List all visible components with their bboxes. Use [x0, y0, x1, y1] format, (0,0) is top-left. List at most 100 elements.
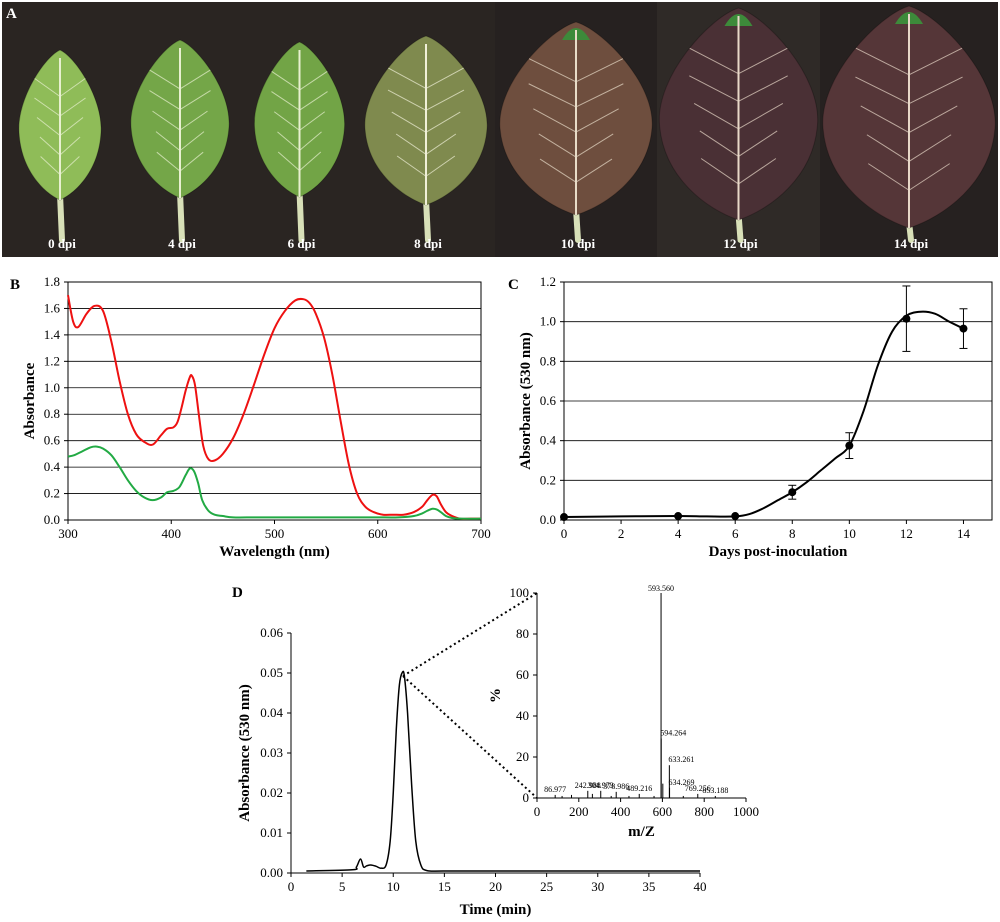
leaf-vein	[387, 89, 427, 111]
zoom-connector-bottom	[402, 675, 538, 799]
y-axis-title: Absorbance (530 nm)	[237, 684, 253, 822]
x-axis-title: m/Z	[628, 824, 655, 840]
leaf-vein	[179, 110, 208, 131]
leaf-vein	[34, 97, 61, 117]
leaf-vein	[575, 108, 619, 133]
leaf-vein	[689, 47, 739, 75]
leaf-vein	[156, 151, 181, 172]
leaf-vein	[533, 108, 577, 133]
leaf-vein	[425, 67, 464, 89]
leaf-vein	[538, 133, 577, 158]
leaf-vein	[868, 163, 910, 191]
y-tick-label: 0.4	[540, 433, 557, 448]
y-tick-label: 0.05	[260, 665, 283, 680]
leaf-vein	[908, 47, 963, 76]
panel-c-time-course: C 0.0 0.2 0.4 0.6 0.8 1.0 1.2 0 2 4 6 8 10 12 14 Days p…	[508, 274, 993, 560]
x-tick-label: 10	[843, 526, 856, 541]
zoom-connector-top	[402, 592, 538, 677]
y-tick-label: 0.03	[260, 745, 283, 760]
leaf-vein	[179, 69, 211, 90]
leaf-vein	[299, 151, 322, 172]
y-tick-label: 0.0	[540, 512, 556, 527]
y-axis-title: Absorbance	[22, 362, 38, 439]
x-tick-label: 0	[561, 526, 568, 541]
x-tick-label: 2	[618, 526, 625, 541]
x-tick-label: 200	[569, 804, 589, 819]
leaf-vein	[299, 131, 322, 151]
ms-peak-label: 769.256	[685, 784, 711, 793]
x-tick-label: 40	[694, 879, 707, 894]
ms-peak-label: 378.986	[603, 782, 629, 791]
leaf-vein	[908, 105, 958, 133]
leaf-petiole	[177, 189, 185, 243]
leaf-vein	[425, 133, 457, 155]
leaf-vein	[277, 151, 300, 172]
leaf-vein	[271, 91, 300, 111]
leaf-vein	[391, 111, 427, 133]
x-axis-title: Wavelength (nm)	[219, 544, 329, 560]
y-tick-label: 1.0	[540, 314, 556, 329]
panel-c-letter: C	[508, 277, 519, 293]
plot-frame	[563, 281, 993, 521]
y-tick-label: 1.4	[44, 327, 61, 342]
leaf-label: 6 dpi	[288, 236, 316, 251]
leaf-vein	[738, 102, 784, 130]
chromatogram-chart: 0.00 0.01 0.02 0.03 0.04 0.05 0.06 0 5 10 15 20 25 30…	[237, 625, 707, 918]
y-tick-label: 0.02	[260, 785, 283, 800]
leaf-vein	[149, 69, 181, 90]
panel-b-absorbance-spectra: B 0.0 0.2 0.4 0.6 0.8 1.0 1.2 1.4 1.6 1.8 300 400 50…	[10, 274, 491, 560]
leaf-vein	[860, 105, 910, 133]
x-tick-label: 25	[540, 879, 553, 894]
data-point	[902, 314, 911, 323]
leaf-vein	[539, 158, 577, 183]
leaf-vein	[388, 67, 427, 89]
ms-peak-label: 633.261	[668, 755, 694, 764]
x-tick-label: 35	[642, 879, 655, 894]
panel-d-hplc-ms: D 0.00 0.01 0.02 0.03 0.04 0.05 0.06 0 5 10 15 20 25…	[232, 584, 759, 918]
leaf-vein	[528, 83, 577, 108]
y-tick-label: 40	[516, 708, 529, 723]
leaf-vein	[40, 156, 61, 175]
panel-a-leaf-photos: 0 dpi 4 dpi 6 dpi 8 dpi 10 dpi 12 dpi 14 dpi A	[2, 2, 998, 257]
x-tick-label: 0	[534, 804, 541, 819]
leaf-vein	[700, 158, 739, 185]
leaf-vein	[425, 111, 461, 133]
leaf-label: 12 dpi	[723, 236, 758, 251]
x-tick-label: 4	[675, 526, 682, 541]
x-tick-label: 14	[957, 526, 971, 541]
series-line-0	[67, 295, 481, 520]
y-tick-label: 20	[516, 749, 529, 764]
x-tick-label: 0	[288, 879, 295, 894]
y-tick-label: 1.6	[44, 300, 61, 315]
leaf-vein	[273, 111, 300, 131]
panel-b-letter: B	[10, 277, 20, 293]
leaf-vein	[155, 131, 181, 151]
ms-peak-label: 489.216	[626, 784, 652, 793]
time-course-chart: 0.0 0.2 0.4 0.6 0.8 1.0 1.2 0 2 4 6 8 10 12 14 Days pos…	[518, 274, 993, 560]
leaf-vein	[36, 117, 61, 136]
leaf-vein	[59, 117, 84, 136]
y-tick-label: 0.8	[540, 353, 556, 368]
x-tick-label: 6	[732, 526, 739, 541]
y-tick-label: 0.2	[540, 472, 556, 487]
y-tick-label: 0.06	[260, 625, 283, 640]
leaf-vein	[179, 131, 205, 151]
ms-peak-label: 853.188	[702, 786, 728, 795]
y-tick-label: 0.2	[44, 486, 60, 501]
ms-peak-label: 593.560	[648, 584, 674, 593]
x-axis-title: Days post-inoculation	[709, 544, 848, 560]
leaf-vein	[59, 78, 86, 97]
x-tick-label: 800	[694, 804, 714, 819]
y-tick-label: 0.0	[44, 512, 60, 527]
x-tick-label: 20	[489, 879, 502, 894]
y-tick-label: 0.6	[44, 433, 61, 448]
y-tick-label: 100	[510, 585, 530, 600]
leaf-series: 0 dpi 4 dpi 6 dpi 8 dpi 10 dpi 12 dpi 14 dpi	[18, 2, 998, 257]
leaf-vein	[299, 111, 326, 131]
leaf-vein	[699, 130, 739, 157]
x-tick-label: 12	[900, 526, 913, 541]
data-point	[788, 488, 797, 497]
leaf-vein	[908, 76, 963, 105]
leaf-vein	[59, 136, 81, 156]
